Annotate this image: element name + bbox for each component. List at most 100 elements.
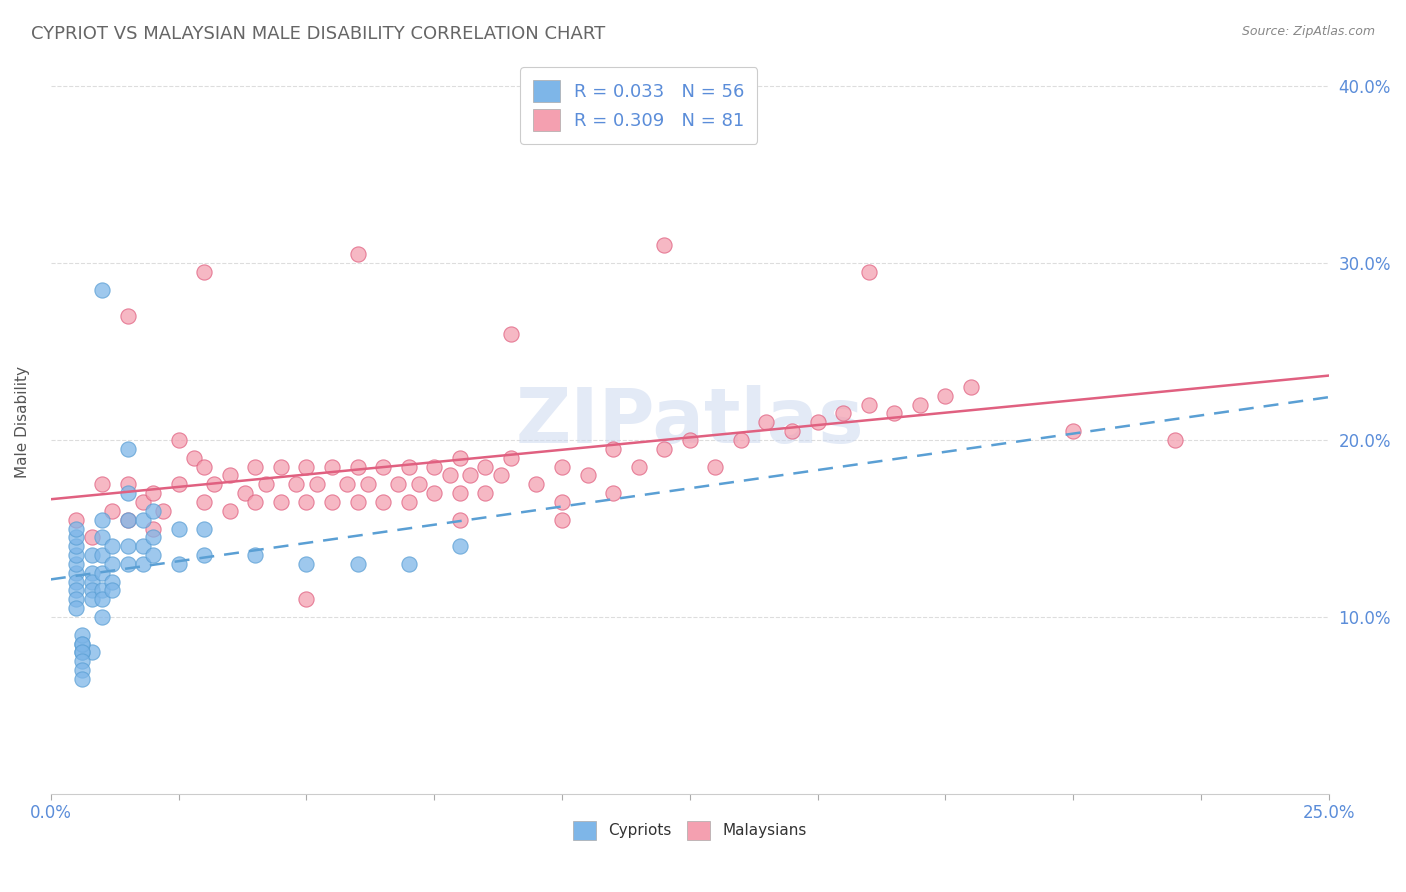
Point	[346, 557, 368, 571]
Point	[398, 557, 420, 571]
Point	[91, 548, 114, 562]
Point	[295, 592, 318, 607]
Point	[458, 468, 481, 483]
Point	[65, 574, 87, 589]
Point	[449, 513, 471, 527]
Point	[91, 583, 114, 598]
Point	[245, 548, 267, 562]
Point	[449, 539, 471, 553]
Point	[193, 265, 215, 279]
Point	[101, 539, 124, 553]
Point	[65, 522, 87, 536]
Point	[70, 628, 93, 642]
Point	[602, 442, 624, 456]
Point	[371, 495, 394, 509]
Point	[551, 459, 574, 474]
Point	[193, 495, 215, 509]
Point	[117, 442, 139, 456]
Point	[117, 486, 139, 500]
Point	[295, 459, 318, 474]
Point	[499, 450, 522, 465]
Point	[70, 672, 93, 686]
Point	[65, 592, 87, 607]
Legend: Cypriots, Malaysians: Cypriots, Malaysians	[567, 815, 813, 846]
Point	[934, 389, 956, 403]
Point	[218, 504, 240, 518]
Point	[270, 495, 292, 509]
Point	[167, 477, 190, 491]
Point	[408, 477, 430, 491]
Point	[91, 566, 114, 580]
Point	[91, 477, 114, 491]
Point	[80, 645, 103, 659]
Point	[91, 610, 114, 624]
Point	[132, 495, 155, 509]
Point	[167, 433, 190, 447]
Point	[80, 574, 103, 589]
Point	[295, 557, 318, 571]
Point	[346, 459, 368, 474]
Point	[167, 557, 190, 571]
Point	[80, 583, 103, 598]
Point	[65, 583, 87, 598]
Point	[70, 645, 93, 659]
Point	[602, 486, 624, 500]
Point	[132, 557, 155, 571]
Point	[780, 424, 803, 438]
Point	[652, 442, 675, 456]
Point	[398, 495, 420, 509]
Y-axis label: Male Disability: Male Disability	[15, 367, 30, 478]
Point	[91, 283, 114, 297]
Point	[526, 477, 548, 491]
Point	[65, 557, 87, 571]
Point	[193, 522, 215, 536]
Point	[499, 326, 522, 341]
Point	[1164, 433, 1187, 447]
Point	[101, 583, 124, 598]
Point	[70, 636, 93, 650]
Point	[387, 477, 409, 491]
Point	[101, 504, 124, 518]
Point	[858, 265, 880, 279]
Point	[80, 566, 103, 580]
Point	[305, 477, 328, 491]
Point	[132, 513, 155, 527]
Point	[117, 477, 139, 491]
Point	[80, 530, 103, 544]
Point	[70, 636, 93, 650]
Point	[65, 539, 87, 553]
Point	[807, 415, 830, 429]
Point	[551, 495, 574, 509]
Point	[439, 468, 461, 483]
Point	[142, 522, 165, 536]
Point	[883, 407, 905, 421]
Point	[65, 548, 87, 562]
Point	[551, 513, 574, 527]
Point	[101, 557, 124, 571]
Point	[65, 566, 87, 580]
Point	[183, 450, 205, 465]
Point	[730, 433, 752, 447]
Point	[423, 486, 446, 500]
Point	[474, 486, 496, 500]
Point	[295, 495, 318, 509]
Point	[398, 459, 420, 474]
Point	[423, 459, 446, 474]
Point	[858, 398, 880, 412]
Point	[91, 513, 114, 527]
Point	[193, 548, 215, 562]
Point	[652, 238, 675, 252]
Point	[627, 459, 650, 474]
Point	[218, 468, 240, 483]
Point	[202, 477, 225, 491]
Point	[245, 459, 267, 474]
Point	[91, 592, 114, 607]
Point	[679, 433, 702, 447]
Point	[142, 530, 165, 544]
Point	[346, 495, 368, 509]
Text: Source: ZipAtlas.com: Source: ZipAtlas.com	[1241, 25, 1375, 38]
Point	[474, 459, 496, 474]
Point	[142, 548, 165, 562]
Point	[832, 407, 855, 421]
Point	[117, 513, 139, 527]
